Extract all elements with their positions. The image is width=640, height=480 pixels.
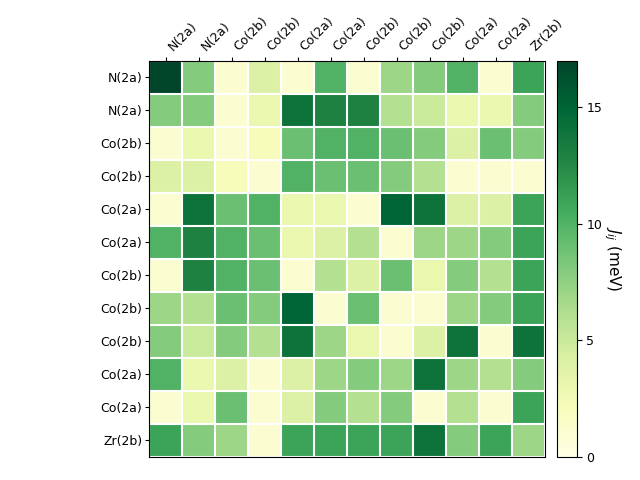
Y-axis label: $J_{ij}$ (meV): $J_{ij}$ (meV): [602, 226, 623, 291]
